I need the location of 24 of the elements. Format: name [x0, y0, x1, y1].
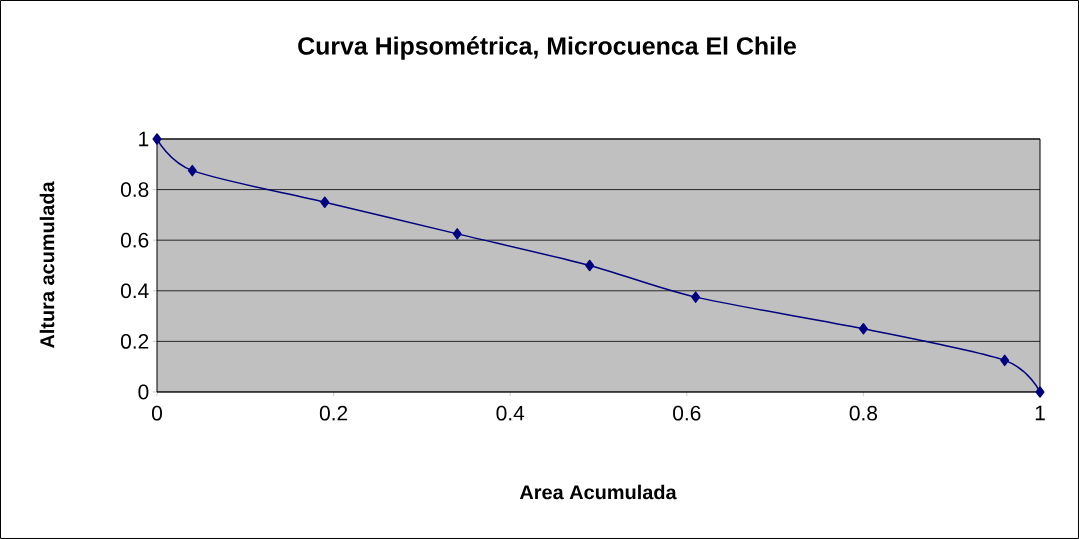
- point: [858, 322, 868, 335]
- y-tick-label: 1: [139, 131, 149, 147]
- y-tick-label: 0.4: [120, 283, 149, 299]
- x-tick-label: 0.6: [673, 405, 701, 421]
- point: [187, 164, 197, 177]
- y-tick-label: 0.2: [120, 333, 149, 349]
- chart-title: Curva Hipsométrica, Microcuenca El Chile: [298, 36, 796, 60]
- y-tick-label: 0.8: [120, 182, 149, 197]
- point: [585, 259, 595, 272]
- x-tick-label: 0.4: [496, 405, 525, 421]
- x-tick-label: 0.8: [849, 405, 878, 421]
- point: [152, 133, 162, 145]
- point: [452, 228, 462, 240]
- point: [1035, 386, 1045, 398]
- y-tick-label: 0.6: [120, 232, 149, 248]
- x-tick-label: 1: [1035, 405, 1045, 421]
- x-tick-label: 0: [152, 405, 163, 421]
- x-tick-label: 0.2: [319, 405, 348, 421]
- point: [691, 291, 701, 303]
- point: [1000, 354, 1010, 367]
- point: [320, 196, 330, 208]
- y-axis-title: Altura acumulada: [39, 181, 55, 349]
- x-axis-title: Area Acumulada: [519, 484, 677, 500]
- y-tick-label: 0: [138, 384, 149, 400]
